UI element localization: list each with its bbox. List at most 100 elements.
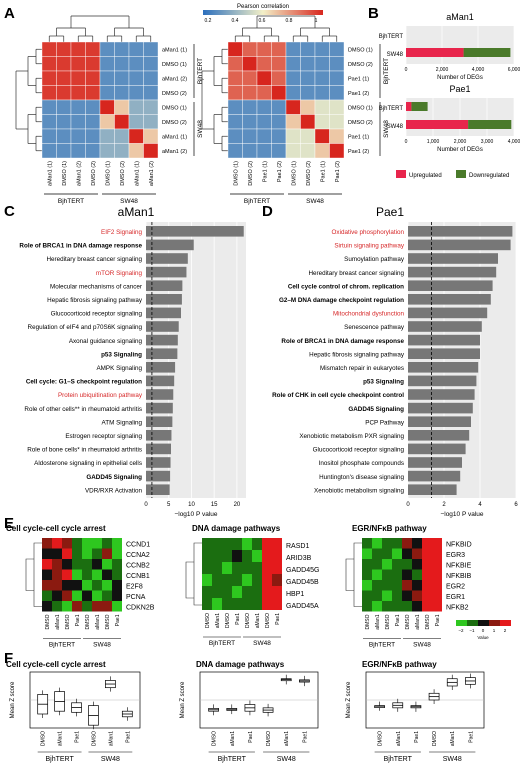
heatmap-cell (41, 128, 57, 144)
scale-swatch (467, 620, 478, 626)
heatmap-cell (242, 143, 258, 159)
heatmap-cell (392, 601, 402, 612)
gene-label: NFKBID (446, 542, 472, 549)
heatmap-cell (362, 548, 372, 559)
heatmap-cell (82, 548, 92, 559)
heatmap-cell (222, 550, 232, 562)
heatmap-cell (92, 538, 102, 549)
heatmap-cell (262, 598, 272, 610)
row-label: aMan1 (1) (162, 134, 187, 140)
heatmap-cell (212, 598, 222, 610)
heatmap-cell (128, 56, 144, 72)
x-tick-label: 4,000 (472, 67, 485, 73)
heatmap-cell (271, 128, 287, 144)
row-label: DMSO (2) (348, 62, 373, 68)
box (374, 705, 385, 708)
heatmap-cell (256, 85, 272, 101)
row-label: DMSO (1) (162, 105, 187, 111)
group-label: SW48 (277, 756, 296, 763)
x-tick-label: 4 (478, 502, 482, 508)
heatmap-cell (56, 41, 72, 57)
heatmap-cell (70, 114, 86, 130)
heatmap-cell (85, 56, 101, 72)
pathway-label: Xenobiotic metabolism PXR signaling (299, 433, 404, 440)
heatmap-cell (372, 559, 382, 570)
heatmap-cell (382, 569, 392, 580)
bar (146, 239, 194, 251)
heatmap-cell (143, 70, 159, 86)
pathway-label: Mismatch repair in eukaryotes (320, 365, 404, 372)
heatmap-cell (128, 143, 144, 159)
gene-label: CCND1 (126, 542, 150, 549)
bar-downregulated (468, 120, 512, 129)
col-label: aMan1 (1) (47, 161, 53, 186)
heatmap-cell (285, 128, 301, 144)
gene-label: E2F8 (126, 584, 143, 591)
heatmap-cell (227, 114, 243, 130)
row-label: DMSO (1) (348, 47, 373, 53)
pathway-label: Hereditary breast cancer signaling (46, 256, 142, 263)
heatmap-cell (102, 580, 112, 591)
group-label: BjhTERT (45, 756, 74, 763)
col-label: DMSO (105, 614, 111, 629)
heatmap-cell (362, 590, 372, 601)
heatmap-cell (56, 85, 72, 101)
heatmap-cell (70, 85, 86, 101)
pathway-label: p53 Signaling (363, 379, 404, 386)
bar (408, 307, 488, 319)
y-tick-label: BjhTERT (379, 106, 404, 112)
heatmap-cell (232, 538, 242, 550)
heatmap-cell (314, 99, 330, 115)
pathway-label: EIF2 Signaling (101, 229, 142, 236)
heatmap-cell (252, 574, 262, 586)
heatmap-cell (99, 128, 115, 144)
bar (146, 307, 181, 319)
heatmap-cell (212, 538, 222, 550)
col-label: Pae1 (395, 614, 401, 626)
heatmap-cell (362, 559, 372, 570)
heatmap-cell (402, 580, 412, 591)
heatmap-cell (41, 85, 57, 101)
x-axis-label: −log10 P value (174, 511, 217, 518)
scale-label: Value (477, 635, 489, 640)
heatmap-cell (112, 580, 122, 591)
heatmap-cell (128, 114, 144, 130)
panel-d-title: Pae1 (376, 205, 404, 219)
col-label: DMSO (212, 731, 218, 746)
heatmap-cell (242, 56, 258, 72)
heatmap-cell (256, 143, 272, 159)
heatmap-cell (128, 70, 144, 86)
heatmap-cell (202, 574, 212, 586)
heatmap-title: DNA damage pathways (192, 524, 281, 533)
bar (146, 389, 174, 400)
pathway-label: Huntington's disease signaling (319, 474, 404, 481)
bar (408, 253, 498, 264)
heatmap-cell (432, 538, 442, 549)
col-label: DMSO (2) (91, 161, 97, 186)
scale-tick: 0 (482, 628, 485, 633)
heatmap-cell (52, 590, 62, 601)
heatmap-cell (232, 574, 242, 586)
gene-label: GADD45B (286, 579, 319, 586)
pathway-label: GADD45 Signaling (86, 474, 142, 481)
scale-swatch (456, 620, 467, 626)
heatmap-cell (272, 598, 282, 610)
colorbar-tick: 1 (315, 18, 318, 24)
col-label: aMan1 (215, 613, 221, 629)
col-label: DMSO (41, 731, 47, 746)
heatmap-cell (252, 538, 262, 550)
heatmap-cell (329, 70, 345, 86)
x-tick-label: 2,000 (454, 139, 467, 145)
heatmap-cell (102, 559, 112, 570)
heatmap-cell (412, 590, 422, 601)
heatmap-cell (212, 562, 222, 574)
heatmap-cell (402, 590, 412, 601)
heatmap-cell (285, 114, 301, 130)
gene-label: GADD45A (286, 603, 319, 610)
heatmap-cell (56, 56, 72, 72)
col-label: aMan1 (284, 731, 290, 747)
heatmap-cell (362, 569, 372, 580)
bar (146, 457, 171, 468)
x-tick-label: 20 (234, 502, 241, 508)
heatmap-title: Cell cycle-cell cycle arrest (6, 524, 106, 533)
